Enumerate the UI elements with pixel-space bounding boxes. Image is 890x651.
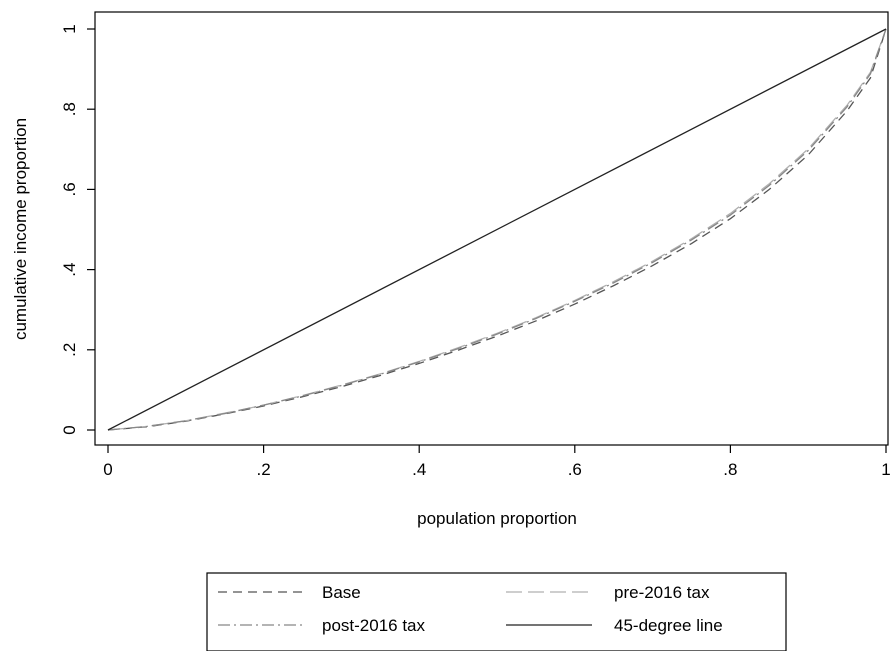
x-tick-label: .2 [257, 460, 271, 479]
x-tick-label: 1 [881, 460, 890, 479]
legend-box [206, 572, 787, 651]
legend-label: post-2016 tax [322, 616, 426, 635]
plot-frame [94, 11, 889, 446]
x-tick-label: .6 [568, 460, 582, 479]
series-layer [107, 28, 887, 431]
series-line-4 [107, 28, 887, 431]
y-tick-label: .6 [60, 182, 79, 196]
legend: Base pre-2016 tax post-2016 tax 45-degree l… [206, 572, 787, 651]
y-axis-title: cumulative income proportion [11, 118, 30, 340]
legend-label: Base [322, 583, 361, 602]
x-tick-label: 0 [103, 460, 112, 479]
axis-layer: 0 .2 .4 .6 .8 1 0 .2 .4 .6 .8 1 [60, 24, 890, 479]
legend-label: pre-2016 tax [614, 583, 710, 602]
x-tick-label: .4 [412, 460, 426, 479]
y-tick-label: .8 [60, 102, 79, 116]
x-tick-label: .8 [723, 460, 737, 479]
y-tick-label: 0 [60, 425, 79, 434]
legend-label: 45-degree line [614, 616, 723, 635]
x-axis-title: population proportion [417, 509, 577, 528]
y-tick-label: .2 [60, 343, 79, 357]
series-line-3 [107, 28, 887, 431]
y-tick-label: 1 [60, 24, 79, 33]
y-tick-label: .4 [60, 263, 79, 277]
